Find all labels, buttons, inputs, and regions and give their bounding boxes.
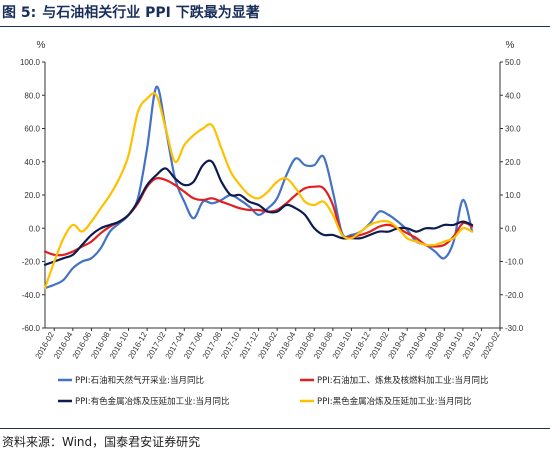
right-axis-unit: %	[506, 40, 515, 51]
right-axis-tick-label: 30.0	[505, 125, 521, 134]
left-axis-unit: %	[37, 40, 46, 51]
legend-label: PPI:黑色金属冶炼及压延加工业:当月同比	[317, 396, 472, 407]
series-line-oil-gas-extraction	[43, 85, 474, 290]
right-axis-tick-label: -20.0	[505, 291, 524, 300]
title-divider	[0, 26, 550, 27]
left-axis-tick-label: 100.0	[20, 58, 41, 67]
source-note: 资料来源：Wind，国泰君安证券研究	[2, 435, 201, 449]
axes: % % 100.0 80.0 60.0 40.0 20.0 0.0 -20.0 -40.0 -60.…	[20, 40, 524, 360]
legend-item-ferrous-metals: PPI:黑色金属冶炼及压延加工业:当月同比	[300, 396, 472, 407]
source-divider	[0, 428, 550, 429]
right-axis-tick-label: 10.0	[505, 191, 521, 200]
left-axis-tick-label: 0.0	[29, 224, 41, 233]
series-lines	[43, 85, 474, 290]
left-axis-tick-label: 20.0	[24, 191, 40, 200]
figure-number: 图 5:	[2, 5, 37, 21]
left-axis-tick-label: -40.0	[22, 291, 41, 300]
left-axis-tick-label: 80.0	[24, 91, 40, 100]
right-axis-tick-label: 40.0	[505, 91, 521, 100]
legend-item-petroleum-processing: PPI:石油加工、炼焦及核燃料加工业:当月同比	[300, 375, 489, 386]
series-line-petroleum-processing	[43, 176, 474, 257]
figure-title: 图 5: 与石油相关行业 PPI 下跌最为显著	[2, 2, 260, 24]
series-line-nonferrous-metals	[43, 159, 474, 266]
left-axis-tick-label: 40.0	[24, 158, 40, 167]
legend-item-nonferrous-metals: PPI:有色金属冶炼及压延加工业:当月同比	[58, 396, 230, 407]
right-axis-tick-label: 50.0	[505, 58, 521, 67]
left-axis-tick-label: -20.0	[22, 258, 41, 267]
figure-title-text: 与石油相关行业 PPI 下跌最为显著	[42, 5, 260, 21]
left-axis-tick-label: -60.0	[22, 324, 41, 333]
legend-label: PPI:石油和天然气开采业:当月同比	[75, 375, 204, 386]
legend-label: PPI:有色金属冶炼及压延加工业:当月同比	[75, 396, 230, 407]
right-axis-tick-label: -30.0	[505, 324, 524, 333]
legend-item-oil-gas-extraction: PPI:石油和天然气开采业:当月同比	[58, 375, 204, 386]
series-line-ferrous-metals	[43, 92, 474, 290]
x-axis-tick-label: 2020-02	[479, 330, 502, 360]
legend: PPI:石油和天然气开采业:当月同比 PPI:石油加工、炼焦及核燃料加工业:当月同…	[58, 375, 489, 407]
legend-label: PPI:石油加工、炼焦及核燃料加工业:当月同比	[317, 375, 489, 386]
right-axis-tick-label: -10.0	[505, 258, 524, 267]
right-axis-tick-label: 0.0	[505, 224, 517, 233]
left-axis-tick-label: 60.0	[24, 125, 40, 134]
right-axis-tick-label: 20.0	[505, 158, 521, 167]
